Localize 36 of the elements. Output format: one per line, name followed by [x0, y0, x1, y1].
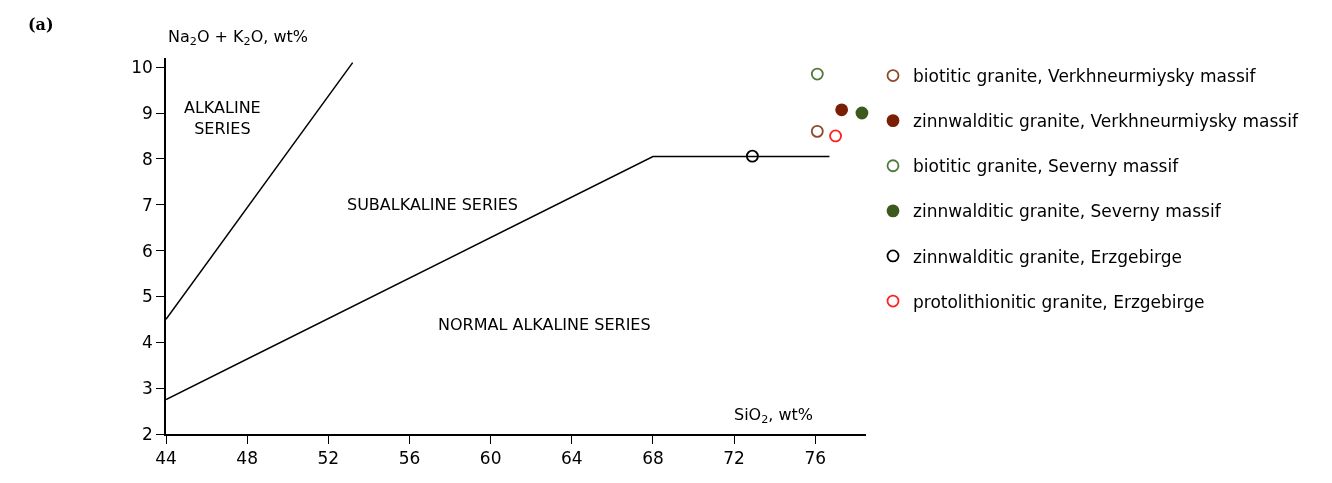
- legend-label: protolithionitic granite, Erzgebirge: [913, 291, 1205, 312]
- y-tick-label: 6: [142, 240, 153, 261]
- point: [829, 129, 842, 143]
- y-tick-label: 4: [142, 332, 153, 353]
- y-tick-label: 7: [142, 194, 153, 215]
- x-tick-label: 52: [317, 448, 340, 469]
- y-tick-label: 10: [131, 57, 153, 78]
- legend-label: zinnwalditic granite, Verkhneurmiysky massif: [913, 111, 1299, 132]
- y-tick-label: 3: [142, 378, 153, 399]
- x-tick-label: 48: [236, 448, 258, 469]
- y-axis-title: Na$_{2}$O + K$_{2}$O, wt%: [168, 27, 309, 49]
- y-tick-label: 5: [142, 286, 153, 307]
- legend-label: zinnwalditic granite, Erzgebirge: [913, 246, 1182, 267]
- point: [855, 106, 869, 120]
- annotation: ALKALINE SERIES: [184, 98, 261, 138]
- x-tick-label: 68: [642, 448, 664, 469]
- legend-label: biotitic granite, Severny massif: [913, 156, 1180, 177]
- legend-label: zinnwalditic granite, Severny massif: [913, 201, 1222, 222]
- y-tick-label: 2: [142, 423, 153, 444]
- point: [810, 124, 824, 138]
- annotation: NORMAL ALKALINE SERIES: [438, 315, 651, 334]
- y-tick-label: 8: [142, 148, 153, 169]
- text: (a): [28, 15, 54, 34]
- legend-label: biotitic granite, Verkhneurmiysky massif: [913, 66, 1257, 87]
- x-tick-label: 60: [479, 448, 502, 469]
- annotation: SUBALKALINE SERIES: [347, 195, 519, 214]
- x-tick-label: 76: [804, 448, 827, 469]
- x-axis-title: SiO$_{2}$, wt%: [734, 405, 814, 427]
- x-tick-label: 56: [398, 448, 421, 469]
- x-tick-label: 44: [155, 448, 177, 469]
- x-tick-label: 72: [723, 448, 745, 469]
- y-tick-label: 9: [142, 102, 153, 123]
- point: [835, 103, 849, 117]
- point: [810, 67, 824, 81]
- x-tick-label: 64: [560, 448, 583, 469]
- point: [745, 149, 759, 163]
